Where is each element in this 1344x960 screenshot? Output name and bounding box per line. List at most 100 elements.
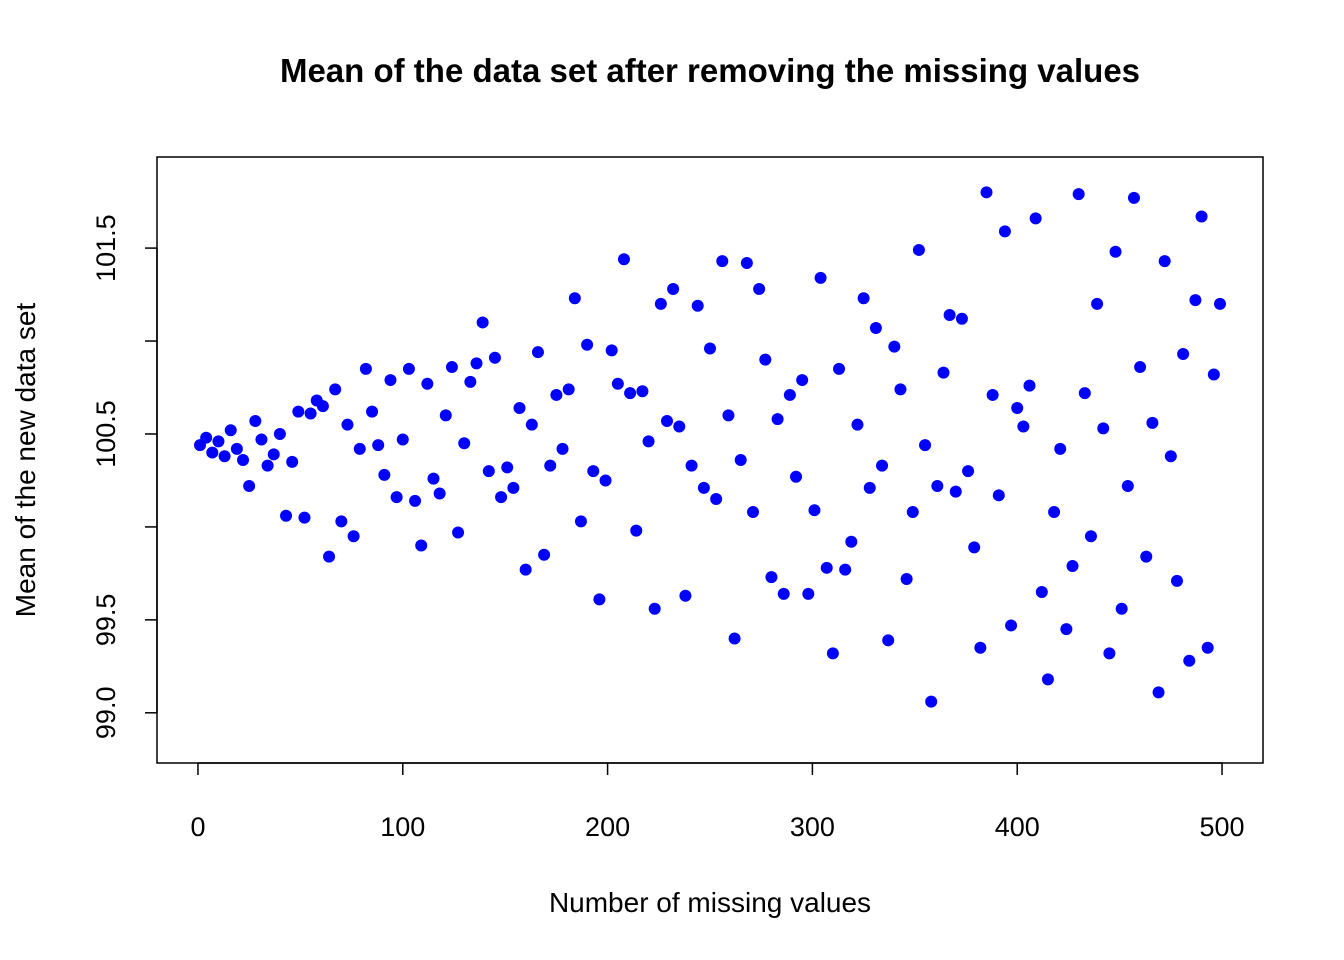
point xyxy=(1170,574,1183,587)
point xyxy=(667,282,680,295)
point xyxy=(599,474,612,487)
point xyxy=(574,515,587,528)
point xyxy=(261,459,274,472)
point xyxy=(710,493,723,506)
point xyxy=(378,468,391,481)
point xyxy=(1109,245,1122,258)
point xyxy=(906,506,919,519)
point xyxy=(1035,585,1048,598)
point xyxy=(544,459,557,472)
point xyxy=(796,374,809,387)
point xyxy=(1146,416,1159,429)
point xyxy=(857,292,870,305)
point xyxy=(974,641,987,654)
point xyxy=(427,472,440,485)
point xyxy=(556,442,569,455)
point xyxy=(1029,212,1042,225)
point xyxy=(458,437,471,450)
point xyxy=(1084,530,1097,543)
point xyxy=(1066,559,1079,572)
point xyxy=(845,535,858,548)
point xyxy=(1048,506,1061,519)
point xyxy=(464,375,477,388)
point xyxy=(249,414,262,427)
point xyxy=(962,465,975,478)
point xyxy=(968,541,981,554)
point xyxy=(802,587,815,600)
point xyxy=(1183,654,1196,667)
point xyxy=(1017,420,1030,433)
point xyxy=(919,439,932,452)
point xyxy=(826,647,839,660)
point xyxy=(980,186,993,199)
point xyxy=(1152,686,1165,699)
x-tick-label: 0 xyxy=(190,812,205,842)
point xyxy=(753,282,766,295)
point xyxy=(894,383,907,396)
point xyxy=(218,450,231,463)
point xyxy=(716,255,729,268)
point xyxy=(630,524,643,537)
point xyxy=(237,454,250,466)
point xyxy=(206,446,219,459)
point xyxy=(937,366,950,379)
point xyxy=(912,243,925,256)
point xyxy=(292,405,305,418)
point xyxy=(488,351,501,364)
point xyxy=(728,632,741,645)
point xyxy=(679,589,692,602)
point xyxy=(722,409,735,422)
point xyxy=(605,344,618,357)
point xyxy=(1091,297,1104,310)
point xyxy=(230,442,243,455)
point xyxy=(1195,210,1208,223)
point xyxy=(1078,387,1091,400)
point xyxy=(372,439,385,452)
x-tick-label: 100 xyxy=(380,812,425,842)
point xyxy=(316,400,329,413)
point xyxy=(273,427,286,440)
point xyxy=(359,362,372,375)
point xyxy=(439,409,452,422)
point xyxy=(876,459,889,472)
point xyxy=(648,602,661,615)
point xyxy=(384,374,397,387)
point xyxy=(409,494,422,507)
point xyxy=(581,338,594,351)
point xyxy=(691,299,704,312)
point xyxy=(550,388,563,401)
point xyxy=(1127,191,1140,204)
point xyxy=(1140,550,1153,563)
point xyxy=(1158,255,1171,268)
point xyxy=(943,309,956,322)
x-tick-label: 300 xyxy=(790,812,835,842)
y-tick-label: 99.0 xyxy=(91,687,121,740)
point xyxy=(617,253,630,266)
point xyxy=(353,442,366,455)
point xyxy=(212,435,225,448)
point xyxy=(562,383,575,396)
point xyxy=(992,489,1005,502)
point xyxy=(396,433,409,446)
point xyxy=(341,418,354,431)
point xyxy=(347,530,360,543)
point xyxy=(267,448,280,461)
point xyxy=(1164,450,1177,463)
point xyxy=(507,481,520,494)
point xyxy=(593,593,606,606)
point xyxy=(531,346,544,359)
point xyxy=(433,487,446,500)
point xyxy=(654,297,667,310)
point xyxy=(568,292,581,305)
point xyxy=(255,433,268,446)
point xyxy=(808,504,821,517)
point xyxy=(771,413,784,426)
point xyxy=(747,506,760,519)
point xyxy=(611,377,624,390)
point xyxy=(740,256,753,269)
point xyxy=(949,485,962,498)
point xyxy=(636,385,649,398)
point xyxy=(495,491,508,504)
point xyxy=(814,271,827,284)
point xyxy=(673,420,686,433)
